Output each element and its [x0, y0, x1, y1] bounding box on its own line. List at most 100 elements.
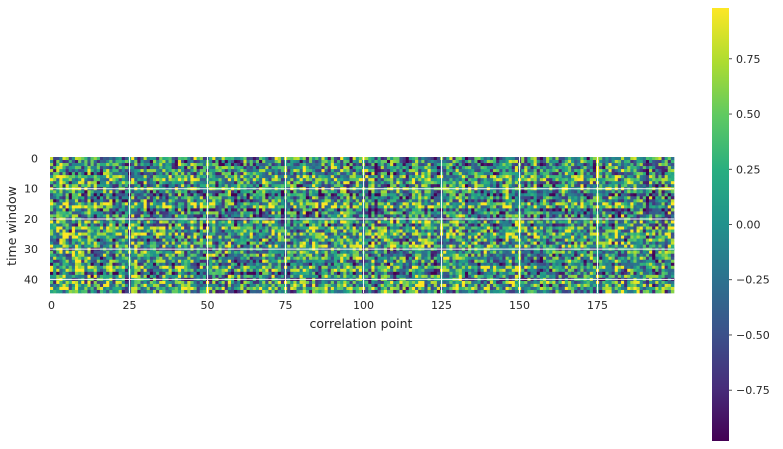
heatmap-cell: [449, 169, 453, 173]
heatmap-cell: [458, 202, 463, 206]
heatmap-cell: [499, 169, 503, 173]
heatmap-cell: [230, 199, 235, 203]
heatmap-cell: [549, 208, 553, 212]
heatmap-cell: [443, 202, 447, 206]
heatmap-cell: [184, 178, 188, 182]
heatmap-cell: [658, 181, 662, 185]
heatmap-cell: [471, 199, 475, 203]
heatmap-cell: [567, 205, 572, 209]
heatmap-cell: [103, 160, 107, 164]
heatmap-cell: [318, 181, 322, 185]
heatmap-cell: [315, 199, 319, 203]
heatmap-cell: [605, 178, 609, 182]
heatmap-cell: [99, 175, 104, 179]
heatmap-cell: [143, 157, 148, 161]
heatmap-cell: [305, 205, 310, 209]
heatmap-cell: [358, 202, 363, 206]
heatmap-cell: [53, 205, 57, 209]
heatmap-cell: [240, 184, 244, 188]
heatmap-cell: [343, 163, 347, 167]
heatmap-cell: [455, 199, 460, 203]
heatmap-cell: [349, 190, 353, 194]
heatmap-cell: [199, 226, 204, 230]
heatmap-cell: [449, 181, 453, 185]
heatmap-cell: [567, 184, 572, 188]
heatmap-cell: [443, 220, 447, 224]
heatmap-cell: [355, 223, 360, 227]
heatmap-cell: [156, 163, 160, 167]
heatmap-cell: [287, 226, 291, 230]
heatmap-cell: [227, 202, 232, 206]
heatmap-cell: [193, 169, 197, 173]
heatmap-cell: [99, 214, 104, 218]
heatmap-cell: [471, 202, 475, 206]
heatmap-cell: [386, 169, 391, 173]
heatmap-cell: [571, 190, 575, 194]
heatmap-cell: [471, 193, 475, 197]
heatmap-cell: [365, 199, 369, 203]
heatmap-cell: [552, 205, 556, 209]
heatmap-cell: [124, 229, 129, 233]
heatmap-cell: [589, 223, 594, 227]
heatmap-cell: [302, 172, 307, 176]
heatmap-cell: [418, 157, 422, 161]
heatmap-cell: [181, 181, 185, 185]
heatmap-cell: [324, 163, 329, 167]
heatmap-cell: [81, 184, 85, 188]
heatmap-cell: [78, 181, 82, 185]
heatmap-cell: [249, 193, 254, 197]
heatmap-cell: [611, 202, 616, 206]
heatmap-cell: [483, 172, 488, 176]
heatmap-cell: [337, 214, 341, 218]
heatmap-cell: [627, 175, 631, 179]
heatmap-cell: [265, 199, 269, 203]
heatmap-cell: [215, 199, 219, 203]
heatmap-cell: [655, 157, 659, 161]
heatmap-cell: [50, 202, 54, 206]
heatmap-cell: [667, 226, 672, 230]
heatmap-cell: [293, 178, 297, 182]
heatmap-cell: [71, 214, 76, 218]
heatmap-cell: [449, 226, 453, 230]
heatmap-cell: [383, 169, 388, 173]
heatmap-cell: [436, 178, 441, 182]
heatmap-cell: [443, 223, 447, 227]
heatmap-cell: [349, 166, 353, 170]
heatmap-cell: [511, 172, 516, 176]
heatmap-cell: [449, 157, 453, 161]
heatmap-cell: [187, 190, 191, 194]
heatmap-cell: [592, 181, 597, 185]
heatmap-cell: [514, 205, 519, 209]
heatmap-cell: [146, 163, 151, 167]
heatmap-cell: [308, 229, 313, 233]
heatmap-cell: [468, 190, 472, 194]
heatmap-cell: [237, 196, 241, 200]
heatmap-cell: [312, 190, 316, 194]
heatmap-cell: [140, 178, 144, 182]
heatmap-cell: [374, 208, 378, 212]
heatmap-cell: [293, 184, 297, 188]
heatmap-cell: [115, 205, 119, 209]
heatmap-cell: [471, 172, 475, 176]
heatmap-cell: [624, 178, 628, 182]
heatmap-cell: [530, 169, 534, 173]
heatmap-cell: [246, 226, 251, 230]
heatmap-cell: [542, 229, 547, 233]
heatmap-cell: [530, 229, 534, 233]
heatmap-cell: [212, 169, 216, 173]
heatmap-cell: [605, 181, 609, 185]
heatmap-cell: [237, 199, 241, 203]
heatmap-cell: [539, 157, 544, 161]
heatmap-cell: [318, 211, 322, 215]
heatmap-cell: [577, 169, 581, 173]
heatmap-cell: [355, 157, 360, 161]
heatmap-cell: [81, 202, 85, 206]
heatmap-cell: [452, 205, 456, 209]
heatmap-cell: [539, 196, 544, 200]
heatmap-cell: [290, 169, 294, 173]
heatmap-cell: [514, 172, 519, 176]
heatmap-cell: [106, 175, 110, 179]
heatmap-cell: [636, 205, 641, 209]
heatmap-cell: [642, 178, 647, 182]
heatmap-cell: [546, 166, 550, 170]
